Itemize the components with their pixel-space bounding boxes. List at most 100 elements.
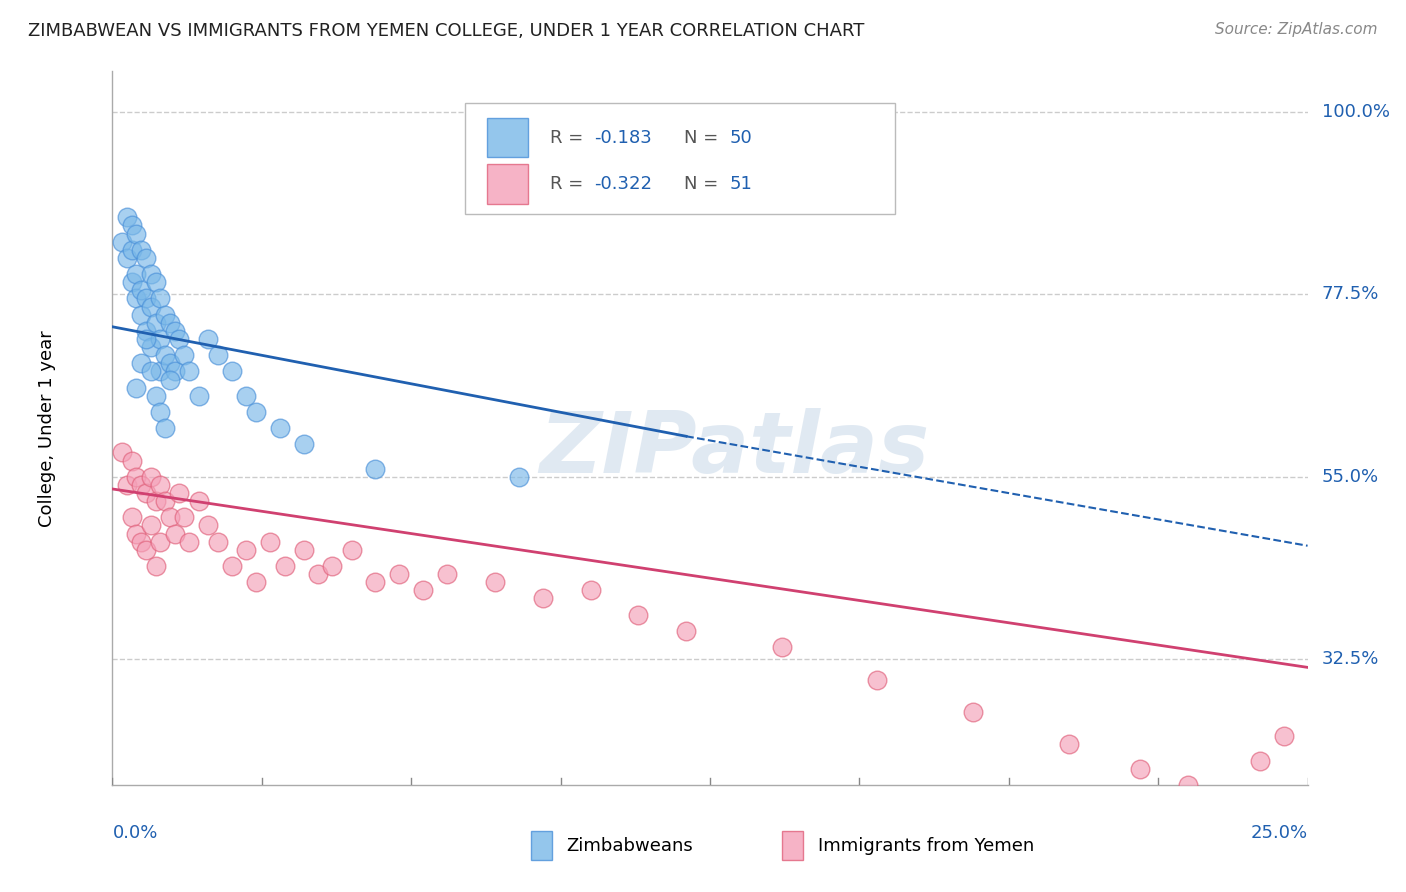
FancyBboxPatch shape (782, 831, 803, 860)
Point (245, 405, 267, 419)
Point (149, 292, 172, 306)
Point (121, 453, 143, 467)
Point (135, 251, 157, 265)
Point (121, 275, 143, 289)
Text: 55.0%: 55.0% (1322, 467, 1379, 486)
Point (129, 534, 152, 549)
Point (153, 348, 176, 362)
Point (149, 332, 172, 346)
Point (149, 364, 172, 378)
Point (125, 526, 148, 541)
Point (412, 583, 434, 598)
FancyBboxPatch shape (465, 103, 896, 214)
Text: -0.183: -0.183 (595, 128, 652, 146)
Point (177, 364, 200, 378)
Text: 51: 51 (730, 175, 752, 193)
Point (221, 364, 243, 378)
Point (1177, 778, 1199, 792)
Text: Source: ZipAtlas.com: Source: ZipAtlas.com (1215, 22, 1378, 37)
Text: 100.0%: 100.0% (1322, 103, 1391, 121)
Point (1129, 762, 1152, 776)
Point (139, 518, 162, 533)
Text: R =: R = (550, 175, 589, 193)
Point (163, 324, 186, 338)
Point (153, 494, 176, 508)
Point (579, 583, 602, 598)
Text: R =: R = (550, 128, 589, 146)
Point (962, 705, 984, 719)
Text: 0.0%: 0.0% (112, 824, 157, 842)
Point (121, 243, 143, 257)
Point (129, 478, 152, 492)
Point (139, 470, 162, 484)
Point (675, 624, 697, 638)
Text: N =: N = (683, 128, 724, 146)
Point (149, 534, 172, 549)
Point (866, 673, 889, 687)
Point (125, 227, 148, 241)
Point (187, 389, 209, 403)
Point (115, 251, 138, 265)
FancyBboxPatch shape (531, 831, 553, 860)
Point (531, 591, 554, 606)
Point (139, 267, 162, 281)
Point (292, 437, 315, 451)
Point (125, 267, 148, 281)
Point (149, 478, 172, 492)
Point (1249, 754, 1271, 768)
Point (135, 332, 157, 346)
Point (135, 324, 157, 338)
Point (159, 372, 181, 386)
Text: N =: N = (683, 175, 724, 193)
Point (169, 332, 191, 346)
Point (115, 478, 138, 492)
FancyBboxPatch shape (486, 118, 529, 157)
Point (245, 575, 267, 590)
Point (159, 510, 181, 524)
Point (135, 292, 157, 306)
Point (159, 356, 181, 370)
Point (115, 211, 138, 225)
Text: College, Under 1 year: College, Under 1 year (38, 330, 56, 526)
Point (221, 559, 243, 574)
Point (1272, 729, 1295, 743)
Text: 77.5%: 77.5% (1322, 285, 1379, 303)
Point (1057, 738, 1080, 752)
Point (340, 542, 363, 557)
Point (135, 486, 157, 500)
Point (125, 381, 148, 395)
Point (388, 567, 411, 582)
Point (135, 542, 157, 557)
Point (153, 421, 176, 435)
Point (129, 243, 152, 257)
Point (125, 292, 148, 306)
Point (145, 559, 167, 574)
Point (139, 364, 162, 378)
Point (145, 316, 167, 330)
Point (149, 405, 172, 419)
Point (111, 445, 134, 459)
Point (145, 494, 167, 508)
Point (273, 559, 295, 574)
Point (197, 518, 219, 533)
Point (364, 575, 387, 590)
Text: -0.322: -0.322 (595, 175, 652, 193)
Point (235, 542, 257, 557)
Text: ZIPatlas: ZIPatlas (538, 408, 929, 491)
FancyBboxPatch shape (486, 164, 529, 203)
Text: 25.0%: 25.0% (1250, 824, 1308, 842)
Point (307, 567, 329, 582)
Point (139, 340, 162, 354)
Point (129, 308, 152, 322)
Point (121, 219, 143, 233)
Point (111, 235, 134, 249)
Point (121, 510, 143, 524)
Point (197, 332, 219, 346)
Point (508, 470, 530, 484)
Point (139, 300, 162, 314)
Text: Immigrants from Yemen: Immigrants from Yemen (818, 837, 1033, 855)
Point (129, 356, 152, 370)
Point (627, 607, 650, 622)
Text: ZIMBABWEAN VS IMMIGRANTS FROM YEMEN COLLEGE, UNDER 1 YEAR CORRELATION CHART: ZIMBABWEAN VS IMMIGRANTS FROM YEMEN COLL… (28, 22, 865, 40)
Point (173, 348, 195, 362)
